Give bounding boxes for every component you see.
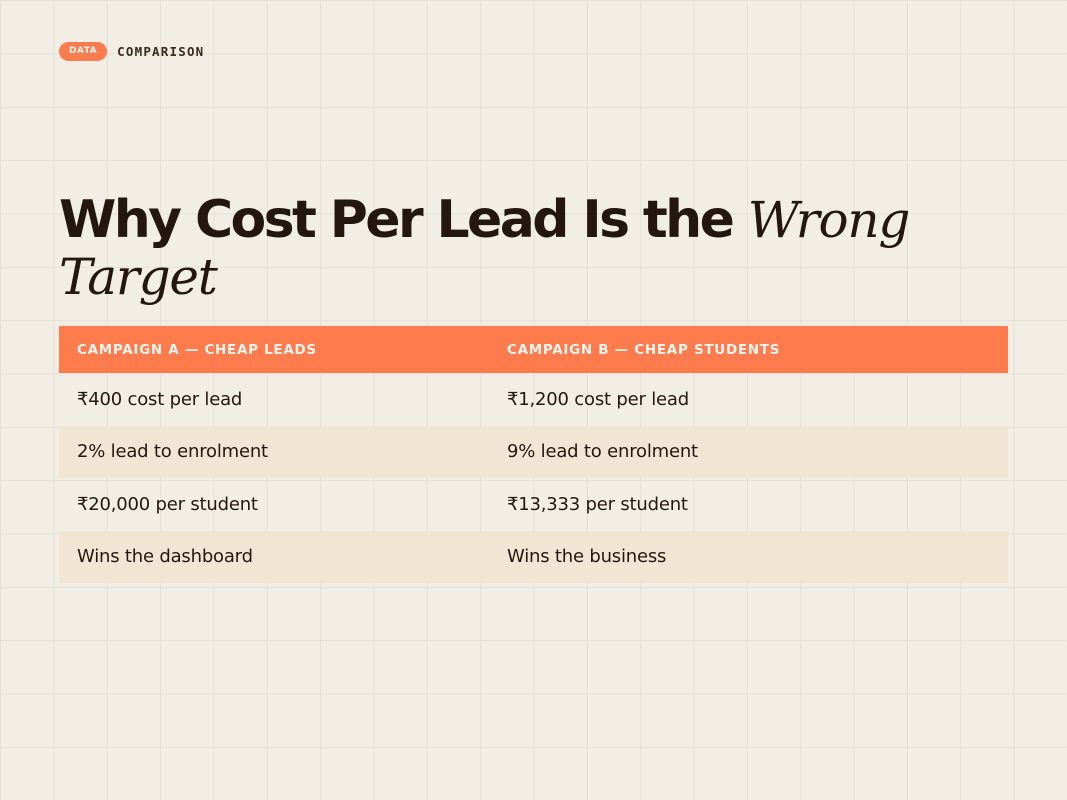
cell-b-lead-to-enrolment: 9% lead to enrolment xyxy=(507,441,698,463)
eyebrow-label: COMPARISON xyxy=(117,44,205,59)
table-row: ₹20,000 per student ₹13,333 per student xyxy=(59,478,1008,531)
page-title: Why Cost Per Lead Is the Wrong Target xyxy=(59,192,959,306)
comparison-table: CAMPAIGN A — CHEAP LEADS CAMPAIGN B — CH… xyxy=(59,326,1008,583)
cell-a-per-student: ₹20,000 per student xyxy=(77,493,258,515)
title-plain: Why Cost Per Lead Is the xyxy=(59,190,735,250)
header-campaign-a: CAMPAIGN A — CHEAP LEADS xyxy=(77,341,317,358)
data-tag-badge: DATA xyxy=(59,42,108,61)
header-campaign-b: CAMPAIGN B — CHEAP STUDENTS xyxy=(507,341,781,358)
table-row: 2% lead to enrolment 9% lead to enrolmen… xyxy=(59,425,1008,478)
cell-b-cost-per-lead: ₹1,200 cost per lead xyxy=(507,388,689,410)
cell-a-verdict: Wins the dashboard xyxy=(77,546,253,568)
cell-a-lead-to-enrolment: 2% lead to enrolment xyxy=(77,441,268,463)
cell-a-cost-per-lead: ₹400 cost per lead xyxy=(77,388,243,410)
cell-b-verdict: Wins the business xyxy=(507,546,667,568)
table-row: Wins the dashboard Wins the business xyxy=(59,530,1008,583)
table-row: ₹400 cost per lead ₹1,200 cost per lead xyxy=(59,373,1008,426)
title-emphasis: Wrong Target xyxy=(59,191,910,306)
eyebrow: DATA COMPARISON xyxy=(59,42,204,61)
table-header-row: CAMPAIGN A — CHEAP LEADS CAMPAIGN B — CH… xyxy=(59,326,1008,373)
cell-b-per-student: ₹13,333 per student xyxy=(507,493,688,515)
